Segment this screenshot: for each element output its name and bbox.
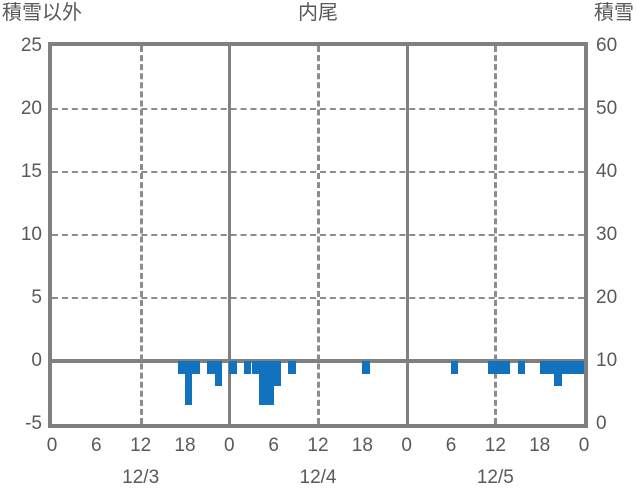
gridline-vertical	[494, 46, 498, 424]
bar	[288, 361, 296, 374]
y-axis-tick-left: 5	[31, 287, 42, 308]
y-axis-tick-right: 10	[596, 350, 618, 371]
x-axis-day-label: 12/5	[476, 467, 514, 488]
x-axis-day-label: 12/3	[122, 467, 160, 488]
bar	[273, 361, 282, 387]
y-axis-tick-right: 40	[596, 161, 618, 182]
x-axis-tick: 6	[268, 435, 279, 456]
x-axis-tick: 0	[401, 435, 412, 456]
y-axis-tick-left: 20	[20, 98, 42, 119]
bar	[244, 361, 252, 374]
day-separator	[405, 46, 409, 424]
bar	[451, 361, 459, 374]
bar	[207, 361, 215, 374]
day-separator	[228, 46, 232, 424]
y-axis-tick-left: -5	[25, 413, 42, 434]
bar	[185, 361, 193, 406]
y-axis-tick-left: 10	[20, 224, 42, 245]
y-axis-tick-left: 0	[31, 350, 42, 371]
y-axis-tick-right: 30	[596, 224, 618, 245]
x-axis-tick: 0	[578, 435, 590, 456]
gridline-vertical	[139, 46, 143, 424]
bar	[251, 361, 259, 374]
right-axis-title: 積雪	[594, 2, 634, 24]
bar	[258, 361, 267, 406]
bar	[576, 361, 584, 374]
x-axis-tick: 18	[529, 435, 551, 456]
bar	[266, 361, 274, 406]
y-axis-tick-left: 25	[20, 35, 42, 56]
bar	[554, 361, 562, 387]
bar	[517, 361, 525, 374]
x-axis-day-label: 12/4	[299, 467, 337, 488]
bar	[192, 361, 200, 374]
x-axis-tick: 0	[224, 435, 235, 456]
x-axis-tick: 12	[130, 435, 152, 456]
bar	[487, 361, 496, 374]
y-axis-tick-left: 15	[20, 161, 42, 182]
bar	[495, 361, 503, 374]
plot-area	[48, 42, 588, 428]
bar	[177, 361, 185, 374]
x-axis-tick: 18	[351, 435, 373, 456]
plot-inner	[52, 46, 584, 424]
y-axis-tick-right: 50	[596, 98, 618, 119]
bar	[561, 361, 570, 374]
x-axis-tick: 18	[174, 435, 196, 456]
x-axis-tick: 12	[484, 435, 506, 456]
bar	[502, 361, 511, 374]
bar	[547, 361, 555, 374]
bar	[229, 361, 237, 374]
x-axis-tick: 6	[445, 435, 457, 456]
left-axis-title: 積雪以外	[2, 2, 82, 24]
y-axis-tick-right: 0	[596, 413, 607, 434]
x-axis-tick: 0	[46, 435, 58, 456]
bar	[539, 361, 548, 374]
bar	[569, 361, 577, 374]
bar	[362, 361, 370, 374]
chart-title: 内尾	[298, 2, 338, 24]
y-axis-tick-right: 60	[596, 35, 618, 56]
bar	[214, 361, 222, 387]
x-axis-tick: 12	[307, 435, 329, 456]
x-axis-tick: 6	[91, 435, 102, 456]
y-axis-tick-right: 20	[596, 287, 618, 308]
gridline-vertical	[317, 46, 320, 424]
